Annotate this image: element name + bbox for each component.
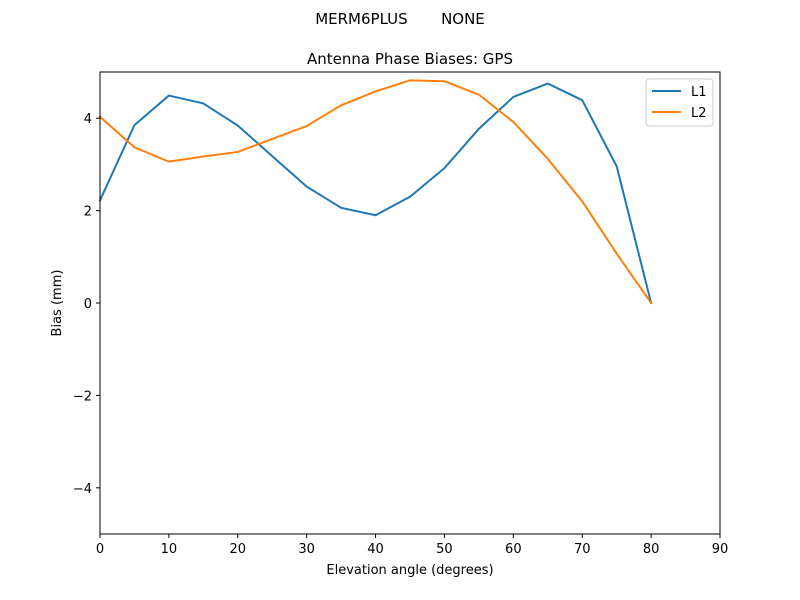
legend-label-l2: L2 — [691, 106, 707, 121]
series-line-l2 — [98, 79, 653, 305]
x-tick-label: 20 — [230, 542, 247, 557]
series-layer — [98, 79, 653, 305]
x-tick-label: 0 — [96, 542, 104, 557]
y-tick-label: −4 — [73, 482, 92, 497]
x-tick-label: 60 — [505, 542, 522, 557]
y-tick-label: 0 — [84, 297, 92, 312]
x-tick-label: 10 — [161, 542, 178, 557]
x-tick-label: 30 — [298, 542, 315, 557]
x-tick-label: 80 — [643, 542, 660, 557]
x-tick-label: 70 — [574, 542, 591, 557]
x-tick-label: 90 — [712, 542, 729, 557]
series-line-l1 — [98, 82, 653, 305]
x-axis-ticks: 0 10 20 30 40 50 60 70 80 90 — [96, 534, 728, 557]
chart-title: Antenna Phase Biases: GPS — [307, 50, 513, 68]
plot-area: 0 10 20 30 40 50 60 70 80 90 −4 −2 0 2 4 — [73, 71, 728, 557]
x-tick-label: 40 — [367, 542, 384, 557]
figure-suptitle: MERM6PLUS NONE — [315, 10, 485, 28]
y-tick-label: −2 — [73, 389, 92, 404]
x-axis-label: Elevation angle (degrees) — [326, 563, 493, 578]
y-axis-label: Bias (mm) — [50, 270, 65, 337]
legend-label-l1: L1 — [691, 85, 707, 100]
x-tick-label: 50 — [436, 542, 453, 557]
y-axis-ticks: −4 −2 0 2 4 — [73, 112, 100, 497]
y-tick-label: 4 — [84, 112, 92, 127]
y-tick-label: 2 — [84, 205, 92, 220]
